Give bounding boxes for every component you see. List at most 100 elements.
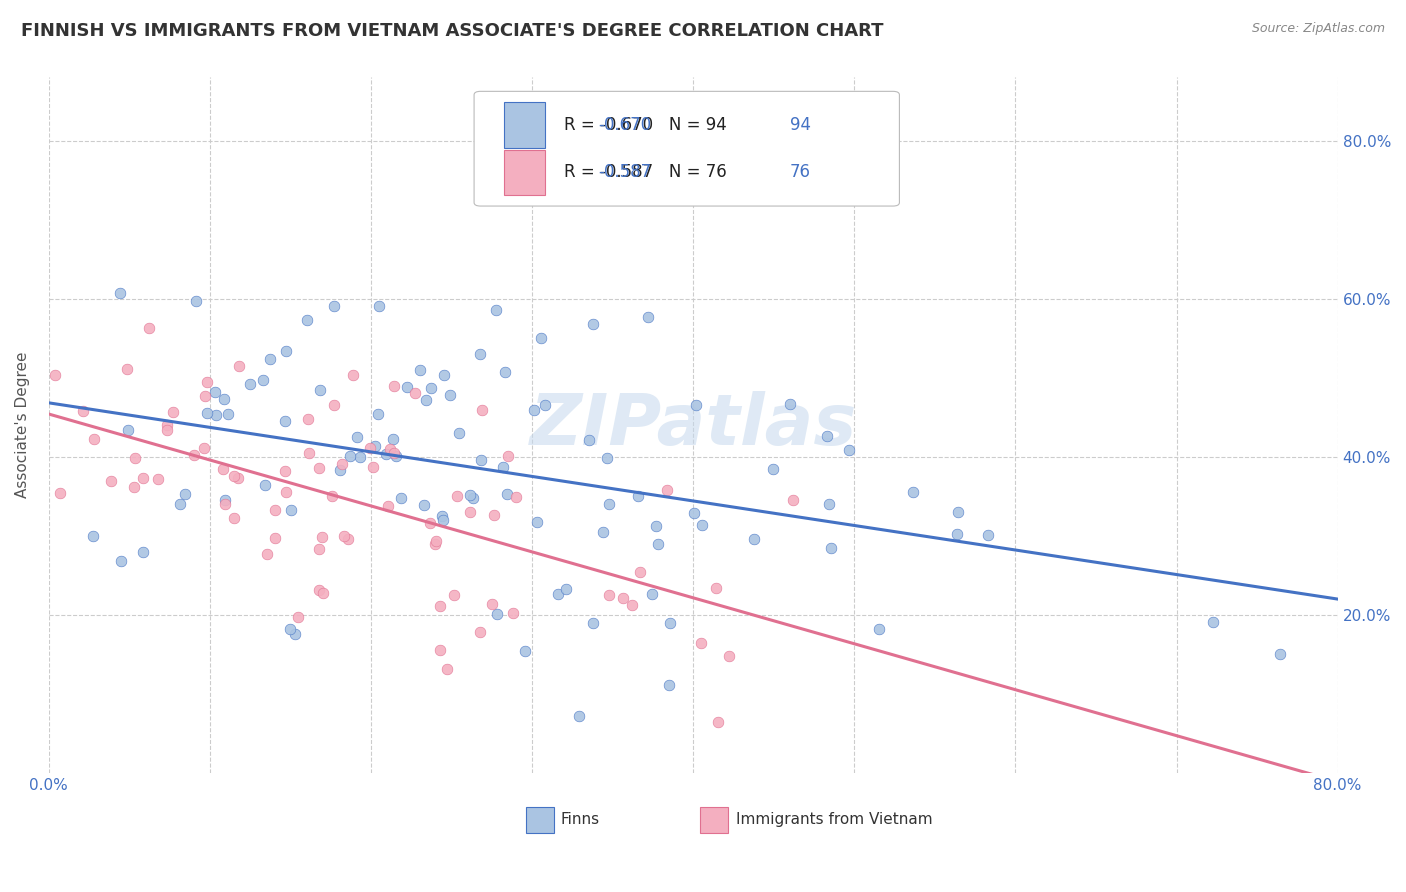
Point [214,497,236,511]
Point [336,533,359,547]
Point [430,509,453,524]
Point [308,541,330,556]
Point [779,397,801,411]
Point [194,389,217,403]
Point [195,406,218,420]
Point [458,488,481,502]
Point [420,380,443,394]
Point [690,636,713,650]
Point [762,462,785,476]
Point [169,497,191,511]
Text: R = -0.670   N = 94: R = -0.670 N = 94 [564,116,727,134]
Point [382,379,405,393]
Point [429,599,451,613]
Point [657,483,679,498]
Point [595,451,617,466]
Text: 76: 76 [790,163,811,181]
Point [264,531,287,545]
Point [425,533,447,548]
Point [578,433,600,447]
Point [204,384,226,399]
FancyBboxPatch shape [503,150,546,195]
Point [298,446,321,460]
Point [468,625,491,640]
FancyBboxPatch shape [474,91,900,206]
Point [156,423,179,437]
Point [312,586,335,600]
Point [470,452,492,467]
Point [470,346,492,360]
Point [273,464,295,478]
Point [446,490,468,504]
Point [276,343,298,358]
Point [436,662,458,676]
Point [494,365,516,379]
Point [977,528,1000,542]
Point [706,715,728,730]
Text: FINNISH VS IMMIGRANTS FROM VIETNAM ASSOCIATE'S DEGREE CORRELATION CHART: FINNISH VS IMMIGRANTS FROM VIETNAM ASSOC… [21,22,883,40]
Point [44,368,66,383]
Point [592,524,614,539]
Point [309,383,332,397]
Point [658,615,681,630]
Point [256,547,278,561]
Point [404,385,426,400]
Point [443,588,465,602]
Point [382,446,405,460]
Point [212,392,235,406]
Point [364,439,387,453]
Point [530,331,553,345]
Point [287,610,309,624]
Point [439,388,461,402]
FancyBboxPatch shape [503,103,546,147]
Point [647,536,669,550]
Point [502,606,524,620]
Point [425,537,447,551]
Point [117,423,139,437]
Point [384,449,406,463]
Point [868,622,890,636]
Point [377,500,399,514]
Point [274,484,297,499]
Point [582,616,605,631]
Point [311,530,333,544]
Point [554,582,576,596]
Point [346,430,368,444]
Point [658,678,681,692]
Text: Finns: Finns [561,813,599,828]
Point [367,299,389,313]
Point [419,516,441,531]
Point [333,529,356,543]
Point [263,503,285,517]
Point [330,458,353,472]
Text: 94: 94 [790,116,811,134]
Point [395,380,418,394]
Point [222,469,245,483]
Point [124,450,146,465]
Point [432,513,454,527]
Point [481,597,503,611]
Point [367,407,389,421]
Point [329,463,352,477]
Point [903,485,925,500]
Point [486,607,509,621]
Point [637,310,659,325]
Point [471,402,494,417]
Point [259,351,281,366]
Point [108,286,131,301]
Point [274,414,297,428]
Point [278,622,301,636]
Point [308,461,330,475]
Point [122,480,145,494]
Point [818,497,841,511]
Point [359,441,381,455]
Point [782,493,804,508]
Point [323,399,346,413]
Point [138,320,160,334]
Point [413,499,436,513]
Point [183,448,205,462]
Point [498,450,520,464]
Point [374,447,396,461]
Point [323,299,346,313]
Point [458,506,481,520]
